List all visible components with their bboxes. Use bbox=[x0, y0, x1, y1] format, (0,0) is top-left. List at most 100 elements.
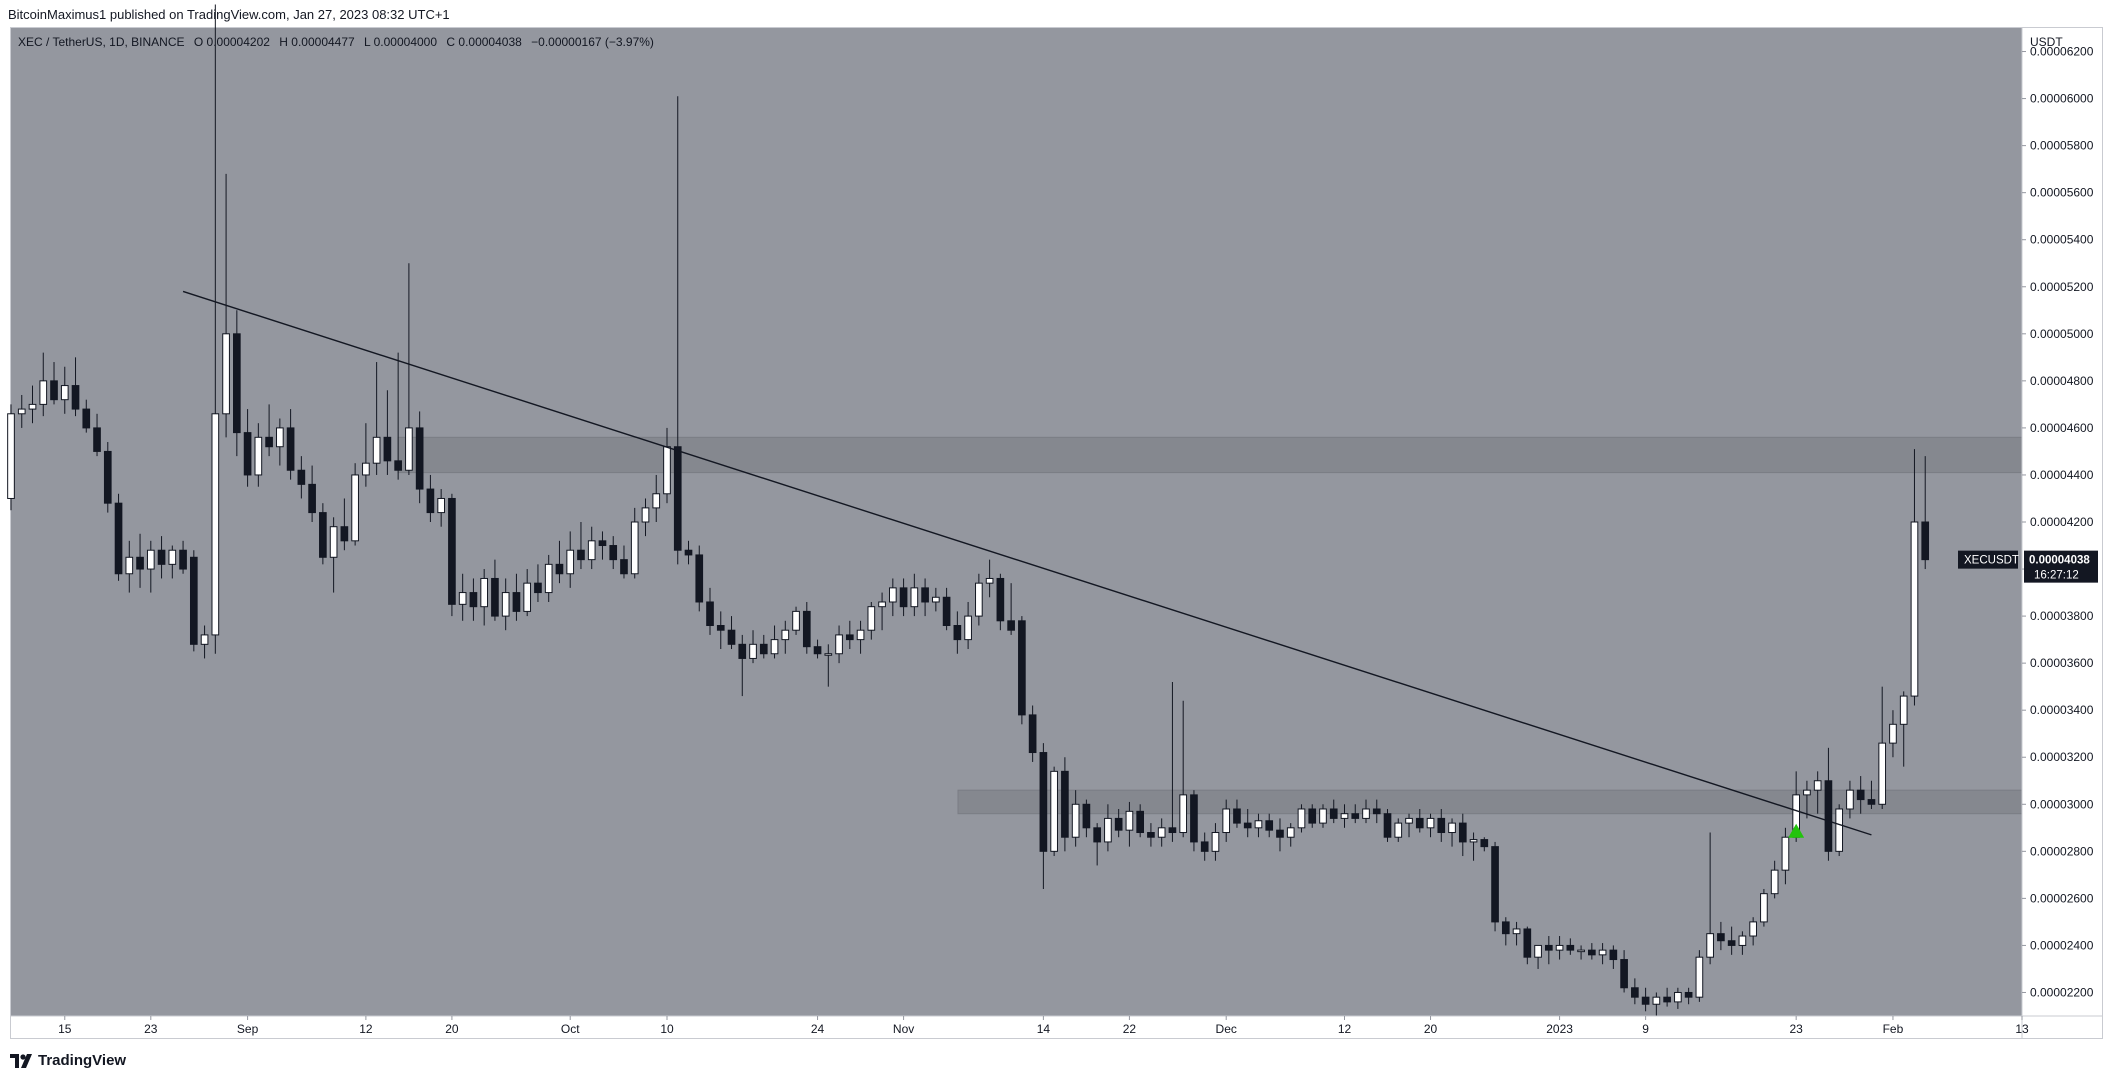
candle[interactable] bbox=[1738, 931, 1747, 955]
candle[interactable] bbox=[1114, 808, 1123, 838]
candle[interactable] bbox=[523, 569, 532, 617]
candle[interactable] bbox=[1910, 449, 1919, 706]
candle[interactable] bbox=[157, 536, 166, 579]
candle[interactable] bbox=[254, 423, 263, 487]
candle[interactable] bbox=[1329, 799, 1338, 824]
candle[interactable] bbox=[480, 569, 489, 626]
candle[interactable] bbox=[136, 533, 144, 588]
candle[interactable] bbox=[1566, 938, 1575, 955]
candle[interactable] bbox=[835, 625, 843, 664]
candle[interactable] bbox=[1362, 799, 1370, 824]
candle[interactable] bbox=[179, 540, 187, 574]
candle[interactable] bbox=[50, 362, 58, 405]
candle[interactable] bbox=[1147, 823, 1155, 847]
candle[interactable] bbox=[1469, 832, 1478, 861]
candle[interactable] bbox=[1491, 841, 1499, 932]
candle[interactable] bbox=[426, 474, 435, 522]
candle[interactable] bbox=[491, 559, 499, 621]
candle[interactable] bbox=[1889, 710, 1897, 758]
candle[interactable] bbox=[1351, 804, 1360, 824]
candle[interactable] bbox=[1405, 813, 1413, 838]
candle[interactable] bbox=[1222, 799, 1231, 842]
candle[interactable] bbox=[1200, 832, 1209, 861]
candle[interactable] bbox=[888, 578, 897, 617]
candle[interactable] bbox=[1276, 818, 1284, 852]
candle[interactable] bbox=[1631, 978, 1639, 1005]
candle[interactable] bbox=[1007, 583, 1015, 635]
candle[interactable] bbox=[792, 606, 800, 635]
candle[interactable] bbox=[60, 366, 69, 414]
candle[interactable] bbox=[1458, 813, 1467, 857]
candle[interactable] bbox=[501, 578, 510, 631]
candle[interactable] bbox=[71, 357, 80, 417]
candle[interactable] bbox=[985, 559, 994, 598]
candle[interactable] bbox=[1136, 804, 1145, 838]
candle[interactable] bbox=[673, 96, 682, 565]
candle[interactable] bbox=[598, 531, 607, 560]
candle[interactable] bbox=[1781, 827, 1790, 885]
candle[interactable] bbox=[1749, 917, 1757, 946]
candle[interactable] bbox=[684, 540, 693, 565]
candle[interactable] bbox=[233, 310, 241, 457]
candle[interactable] bbox=[555, 540, 564, 584]
candle[interactable] bbox=[211, 4, 220, 654]
candle[interactable] bbox=[308, 465, 316, 522]
candle[interactable] bbox=[1308, 804, 1317, 828]
candle[interactable] bbox=[878, 592, 886, 631]
candle[interactable] bbox=[1652, 992, 1661, 1016]
candle[interactable] bbox=[727, 616, 736, 650]
candle[interactable] bbox=[1104, 804, 1112, 852]
candle[interactable] bbox=[448, 493, 456, 617]
tradingview-logo[interactable]: TradingView bbox=[10, 1052, 126, 1069]
candle[interactable] bbox=[1534, 944, 1542, 969]
candle[interactable] bbox=[1426, 813, 1435, 838]
candle[interactable] bbox=[802, 601, 811, 654]
candle[interactable] bbox=[1813, 771, 1822, 814]
candle[interactable] bbox=[1297, 804, 1306, 833]
candle[interactable] bbox=[1512, 921, 1521, 946]
candle[interactable] bbox=[813, 639, 822, 659]
candle[interactable] bbox=[340, 498, 349, 551]
candle[interactable] bbox=[362, 423, 370, 487]
candle[interactable] bbox=[1544, 936, 1553, 965]
candle[interactable] bbox=[1254, 813, 1263, 838]
candle[interactable] bbox=[7, 404, 15, 511]
candle[interactable] bbox=[899, 578, 908, 617]
candle[interactable] bbox=[469, 578, 478, 621]
candle[interactable] bbox=[1501, 917, 1510, 946]
candle[interactable] bbox=[975, 573, 983, 626]
candle[interactable] bbox=[319, 503, 327, 565]
candle[interactable] bbox=[749, 630, 757, 664]
candle[interactable] bbox=[910, 573, 919, 617]
candle[interactable] bbox=[1437, 808, 1446, 842]
candle[interactable] bbox=[1018, 616, 1026, 725]
candle[interactable] bbox=[297, 456, 306, 499]
candle[interactable] bbox=[1125, 801, 1134, 847]
candle[interactable] bbox=[1663, 987, 1671, 1007]
candle[interactable] bbox=[1093, 823, 1101, 866]
candle[interactable] bbox=[1695, 950, 1704, 1002]
candle[interactable] bbox=[1394, 818, 1403, 842]
candle[interactable] bbox=[1071, 790, 1080, 847]
candle[interactable] bbox=[329, 517, 338, 593]
time-axis[interactable]: 15 23 Sep 12 20 Oct 10 24 Nov 14 22 Dec 12 20 2023 9 23 F… bbox=[11, 1015, 2103, 1036]
candle[interactable] bbox=[1674, 987, 1682, 1009]
candle[interactable] bbox=[1555, 936, 1564, 960]
candle[interactable] bbox=[1609, 945, 1618, 969]
candle[interactable] bbox=[458, 573, 467, 621]
candle[interactable] bbox=[738, 634, 747, 697]
candle[interactable] bbox=[706, 587, 714, 635]
candle[interactable] bbox=[168, 545, 177, 579]
candle[interactable] bbox=[716, 611, 725, 650]
candle[interactable] bbox=[1233, 799, 1241, 828]
candle[interactable] bbox=[1856, 776, 1865, 814]
candle[interactable] bbox=[103, 442, 112, 513]
candle[interactable] bbox=[1286, 823, 1295, 847]
candle[interactable] bbox=[1824, 747, 1833, 861]
resistance-zone[interactable] bbox=[397, 436, 2023, 474]
candle[interactable] bbox=[1211, 823, 1220, 861]
candle[interactable] bbox=[544, 554, 553, 602]
price-axis[interactable]: USDT 0.00002200 0.00002400 0.00002600 0.000… bbox=[2021, 28, 2094, 1038]
candle[interactable] bbox=[1082, 799, 1091, 838]
